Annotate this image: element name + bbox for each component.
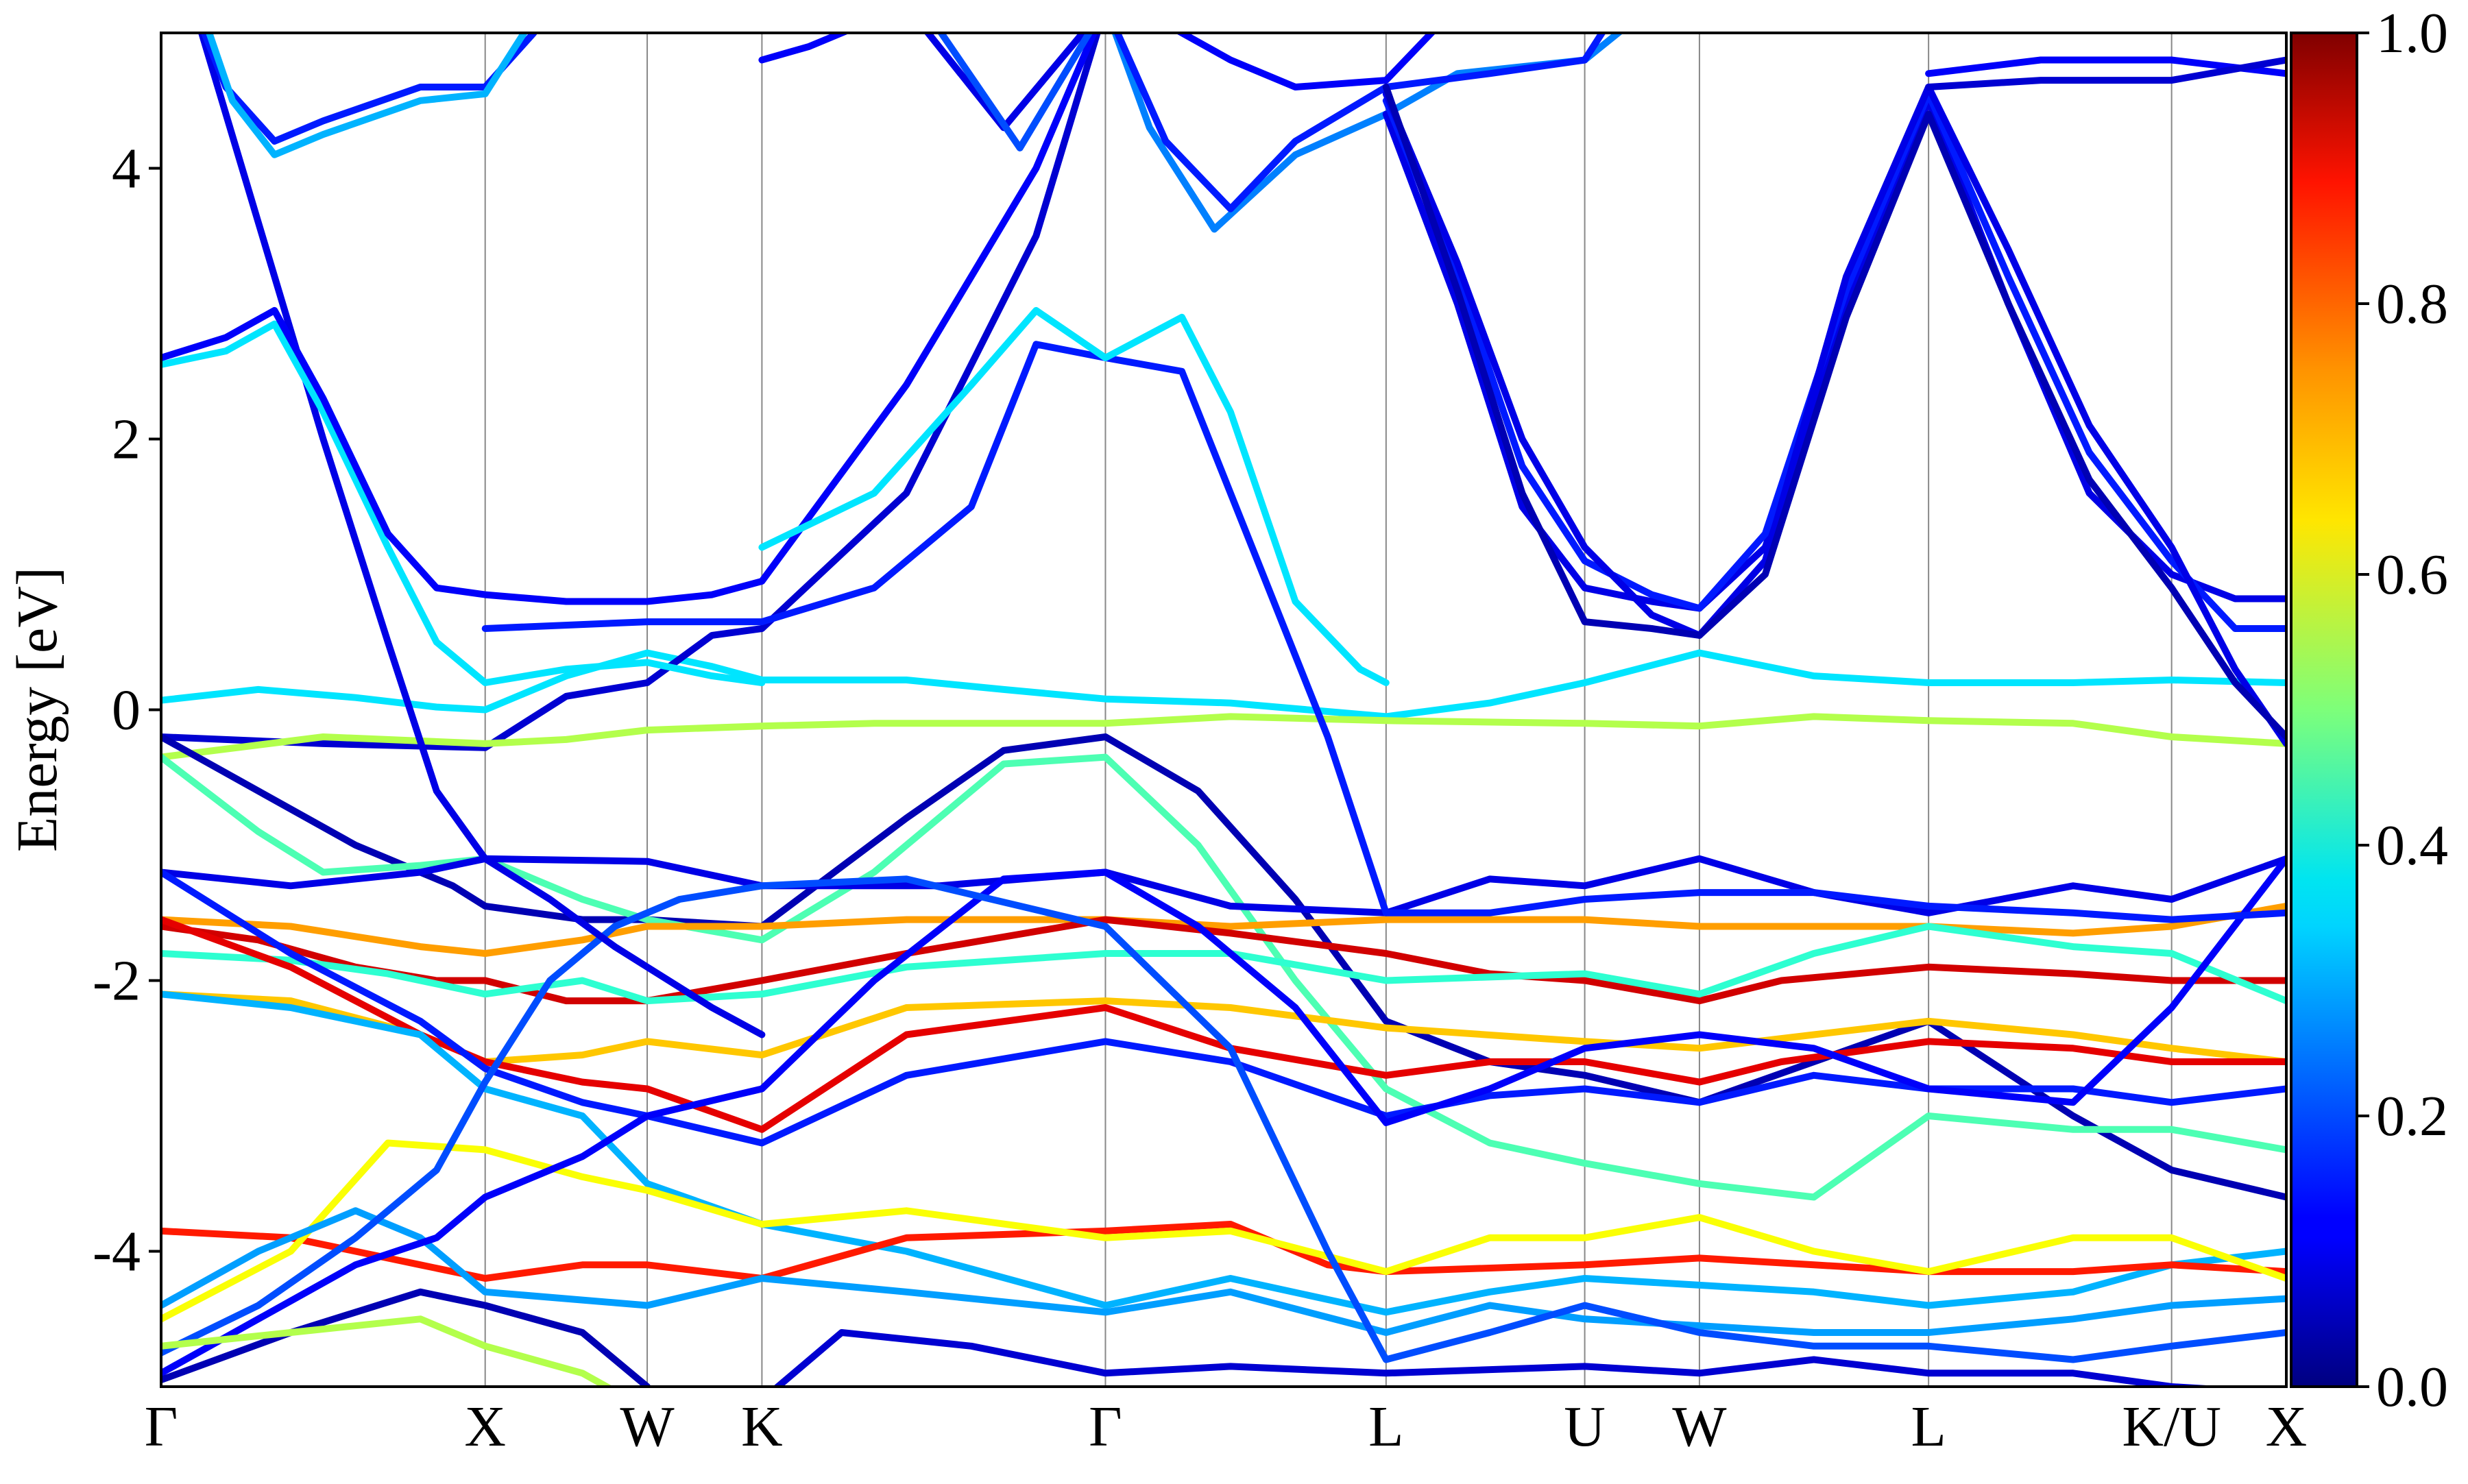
colorbar-tick-label: 0.8 bbox=[2376, 272, 2448, 336]
kpoint-label: K bbox=[741, 1395, 783, 1459]
colorbar-tick-label: 0.6 bbox=[2376, 543, 2448, 607]
band-line bbox=[161, 1315, 614, 1387]
colorbar-gradient bbox=[2290, 32, 2358, 1388]
band-line bbox=[161, 33, 1101, 751]
y-tick-label: 2 bbox=[112, 408, 141, 472]
kpoint-label: L bbox=[1368, 1395, 1403, 1459]
band-line bbox=[1113, 33, 1606, 212]
band-line bbox=[161, 1207, 2286, 1336]
colorbar-tick-label: 0.4 bbox=[2376, 814, 2448, 877]
kpoint-gridlines bbox=[484, 33, 2173, 1387]
y-axis-label: Energy [eV] bbox=[5, 567, 69, 852]
kpoint-label: Γ bbox=[145, 1395, 178, 1459]
kpoint-label: K/U bbox=[2122, 1395, 2221, 1459]
band-line bbox=[758, 306, 1390, 686]
colorbar-tick-label: 0.2 bbox=[2376, 1084, 2448, 1148]
colorbar-tick-label: 0.0 bbox=[2376, 1355, 2448, 1419]
band-line bbox=[161, 733, 2286, 1201]
band-line bbox=[161, 990, 2286, 1065]
kpoint-label: Γ bbox=[1089, 1395, 1122, 1459]
band-line bbox=[481, 341, 2286, 923]
band-line bbox=[1174, 33, 1436, 90]
band-line bbox=[197, 33, 766, 1038]
colorbar-tick-label: 1.0 bbox=[2376, 1, 2448, 65]
band-line bbox=[161, 916, 2286, 1005]
band-line bbox=[161, 1139, 2286, 1323]
kpoint-label: X bbox=[2266, 1395, 2308, 1459]
band-line bbox=[161, 923, 2286, 1005]
band-line bbox=[161, 713, 2286, 761]
band-line bbox=[161, 875, 2286, 1363]
band-line bbox=[161, 33, 1098, 605]
y-tick-label: 0 bbox=[112, 679, 141, 742]
colorbar-ticks: 0.0 0.2 0.4 0.6 0.8 1.0 bbox=[2357, 1, 2448, 1419]
kpoint-label: W bbox=[620, 1395, 675, 1459]
kpoint-label: L bbox=[1911, 1395, 1946, 1459]
y-tick-label: -2 bbox=[93, 949, 141, 1013]
band-line bbox=[161, 1288, 651, 1387]
band-line bbox=[205, 33, 528, 158]
bands bbox=[161, 33, 2286, 1387]
y-tick-label: 4 bbox=[112, 137, 141, 201]
kpoint-label: X bbox=[464, 1395, 506, 1459]
band-line bbox=[1382, 90, 2286, 632]
band-line bbox=[1382, 84, 2286, 747]
colorbar: 0.0 0.2 0.4 0.6 0.8 1.0 bbox=[2290, 1, 2448, 1419]
band-line bbox=[161, 320, 766, 686]
band-line bbox=[936, 33, 1093, 151]
band-line bbox=[1925, 56, 2286, 90]
kpoint-label: U bbox=[1564, 1395, 1606, 1459]
y-tick-label: -4 bbox=[93, 1220, 141, 1284]
band-line bbox=[161, 649, 2286, 720]
band-line bbox=[772, 1329, 2230, 1387]
band-line bbox=[161, 855, 2286, 1377]
band-line bbox=[1382, 84, 2286, 740]
kpoint-label: W bbox=[1672, 1395, 1727, 1459]
x-axis: Γ X W K Γ L U W L K/U X bbox=[145, 1395, 2308, 1459]
band-line bbox=[758, 33, 851, 64]
y-axis: 4 2 0 -2 -4 bbox=[93, 137, 161, 1284]
